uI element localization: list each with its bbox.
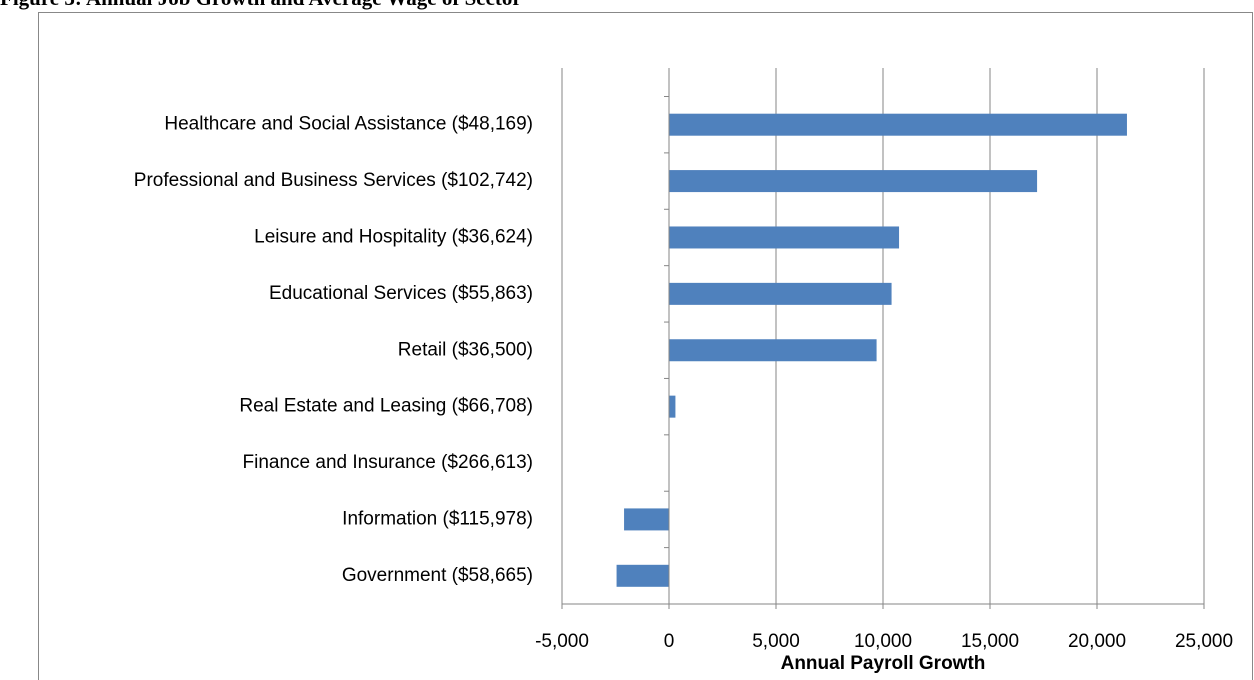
bar (669, 339, 877, 362)
bar (669, 113, 1127, 136)
y-tick-label: Healthcare and Social Assistance ($48,16… (164, 114, 533, 135)
y-tick-label: Retail ($36,500) (398, 339, 533, 360)
chart-title: Figure 3: Annual Job Growth and Average … (0, 0, 522, 10)
bar (624, 508, 669, 531)
y-tick-label: Professional and Business Services ($102… (134, 170, 533, 191)
bar (669, 226, 900, 249)
x-tick-label: 25,000 (1175, 631, 1233, 652)
y-tick-label: Educational Services ($55,863) (269, 283, 533, 304)
y-tick-label: Real Estate and Leasing ($66,708) (239, 396, 533, 417)
x-tick-label: 0 (664, 631, 675, 652)
y-tick-label: Finance and Insurance ($266,613) (243, 452, 533, 473)
chart-border (38, 12, 1253, 680)
x-tick-label: 15,000 (961, 631, 1019, 652)
bar (669, 282, 892, 305)
bar (669, 395, 676, 418)
bar (616, 564, 669, 587)
x-tick-label: 20,000 (1068, 631, 1126, 652)
x-tick-label: 10,000 (854, 631, 912, 652)
x-axis-label: Annual Payroll Growth (781, 653, 986, 674)
x-tick-label: 5,000 (752, 631, 800, 652)
x-tick-label: -5,000 (535, 631, 589, 652)
bar (669, 170, 1038, 193)
y-tick-label: Government ($58,665) (342, 565, 533, 586)
y-tick-label: Leisure and Hospitality ($36,624) (254, 226, 533, 247)
y-tick-label: Information ($115,978) (342, 508, 533, 529)
